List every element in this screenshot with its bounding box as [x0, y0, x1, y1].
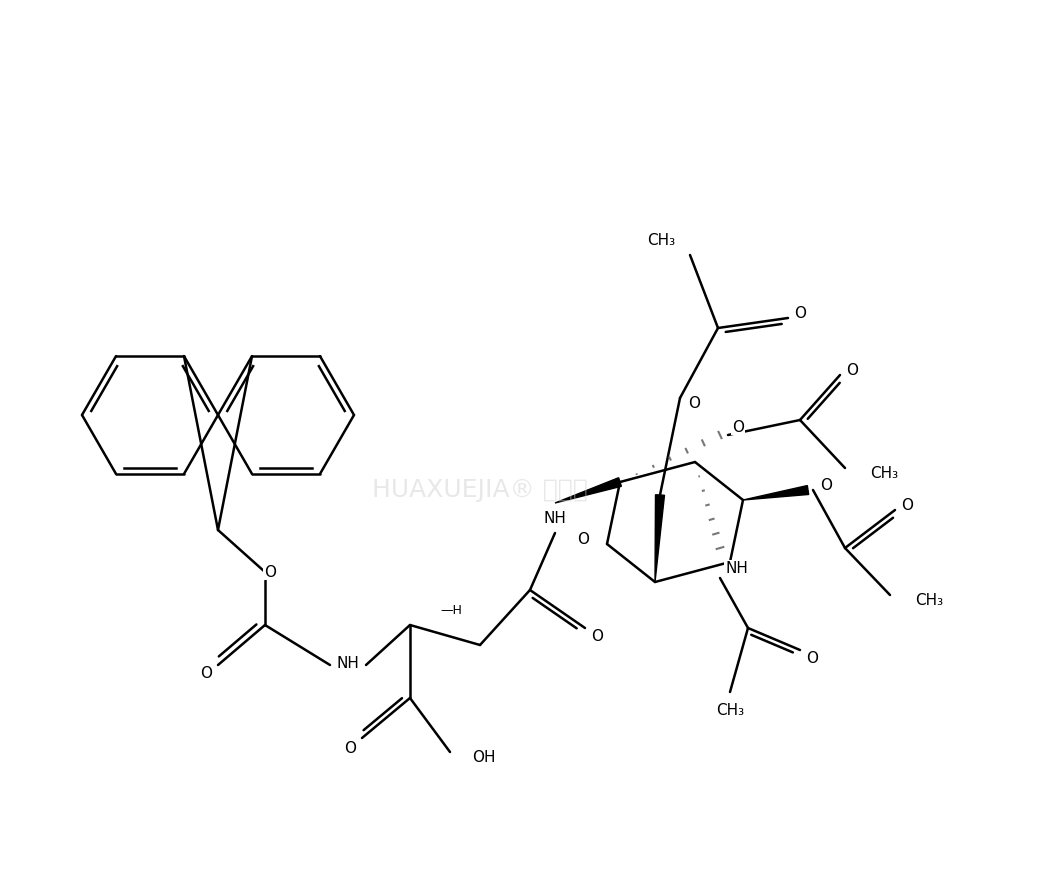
- Text: O: O: [846, 362, 858, 377]
- Polygon shape: [555, 478, 622, 503]
- Text: O: O: [806, 651, 818, 666]
- Text: NH: NH: [725, 561, 748, 576]
- Text: O: O: [820, 478, 832, 492]
- Text: NH: NH: [336, 656, 359, 670]
- Text: O: O: [344, 740, 356, 756]
- Text: CH₃: CH₃: [716, 702, 744, 717]
- Text: O: O: [264, 564, 276, 579]
- Text: —H: —H: [440, 603, 462, 617]
- Text: O: O: [731, 419, 744, 434]
- Polygon shape: [655, 495, 664, 582]
- Text: CH₃: CH₃: [647, 232, 675, 247]
- Text: CH₃: CH₃: [915, 593, 943, 608]
- Text: HUAXUEJIA® 化学加: HUAXUEJIA® 化学加: [372, 478, 588, 502]
- Text: NH: NH: [544, 511, 566, 525]
- Polygon shape: [743, 486, 808, 500]
- Text: O: O: [688, 395, 700, 410]
- Text: O: O: [794, 305, 806, 320]
- Text: OH: OH: [472, 749, 495, 765]
- Text: O: O: [901, 498, 913, 513]
- Text: O: O: [591, 628, 603, 643]
- Text: O: O: [200, 666, 212, 681]
- Text: O: O: [577, 531, 589, 546]
- Text: CH₃: CH₃: [870, 465, 898, 481]
